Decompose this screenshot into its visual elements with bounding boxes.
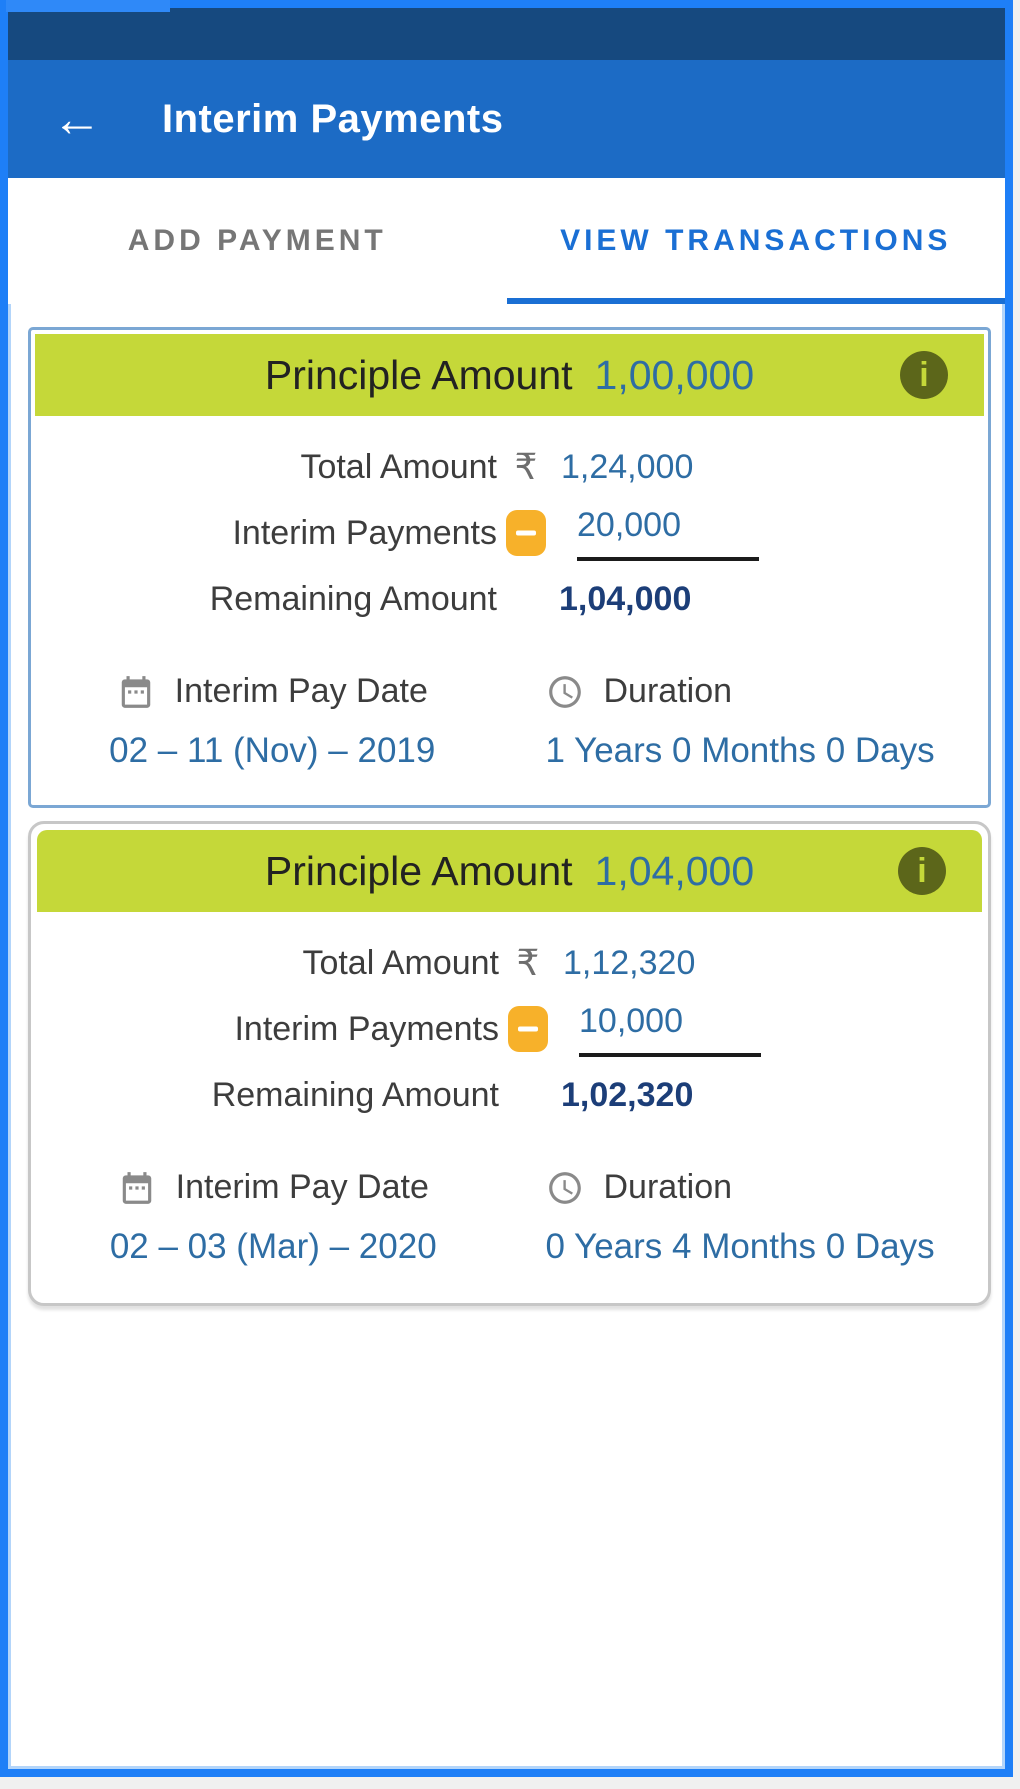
pay-date-value: 02 – 11 (Nov) – 2019 xyxy=(109,731,436,770)
card-header: Principle Amount 1,04,000 i xyxy=(37,830,982,912)
duration-label: Duration xyxy=(603,1168,733,1206)
remaining-amount-row: Remaining Amount 1,04,000 xyxy=(35,566,984,632)
remaining-amount-label: Remaining Amount xyxy=(211,1075,499,1114)
principle-amount-value: 1,04,000 xyxy=(594,847,755,894)
principle-amount-label: Principle Amount xyxy=(264,847,573,894)
remaining-amount-label: Remaining Amount xyxy=(209,579,497,618)
minus-icon xyxy=(508,1006,548,1052)
principle-amount-label: Principle Amount xyxy=(264,351,573,398)
calendar-icon xyxy=(118,1169,156,1207)
back-button[interactable]: ← xyxy=(52,94,102,144)
transaction-card[interactable]: Principle Amount 1,00,000 i Total Amount… xyxy=(28,327,991,808)
pay-date-label: Interim Pay Date xyxy=(175,1168,429,1206)
transactions-list: Principle Amount 1,00,000 i Total Amount… xyxy=(8,304,1005,1306)
info-glyph: i xyxy=(919,355,929,394)
arrow-left-icon: ← xyxy=(52,91,102,147)
info-icon[interactable]: i xyxy=(898,847,946,895)
interim-payments-value: 10,000 xyxy=(579,1002,761,1057)
interim-payments-label: Interim Payments xyxy=(234,1009,499,1048)
window-tab-highlight xyxy=(6,0,170,12)
pay-date-value: 02 – 03 (Mar) – 2020 xyxy=(109,1227,437,1266)
clock-icon xyxy=(546,1169,584,1207)
rupee-icon: ₹ xyxy=(514,446,538,487)
info-glyph: i xyxy=(917,851,927,890)
card-header: Principle Amount 1,00,000 i xyxy=(35,334,984,416)
minus-icon xyxy=(506,510,546,556)
interim-payments-row: Interim Payments 20,000 xyxy=(35,500,984,566)
interim-payments-value: 20,000 xyxy=(577,506,759,561)
card-footer-labels: Interim Pay Date Duration xyxy=(35,672,984,711)
tab-view-transactions-label: VIEW TRANSACTIONS xyxy=(560,224,952,257)
total-amount-value: 1,12,320 xyxy=(563,943,696,982)
tab-add-payment[interactable]: ADD PAYMENT xyxy=(8,178,507,304)
principle-amount-value: 1,00,000 xyxy=(594,351,755,398)
tab-view-transactions[interactable]: VIEW TRANSACTIONS xyxy=(506,178,1005,304)
remaining-amount-value: 1,02,320 xyxy=(561,1075,694,1114)
active-tab-indicator xyxy=(506,298,1005,304)
app-bar: ← Interim Payments xyxy=(8,60,1005,178)
remaining-amount-row: Remaining Amount 1,02,320 xyxy=(37,1062,982,1128)
duration-value: 1 Years 0 Months 0 Days xyxy=(545,731,935,770)
transaction-card[interactable]: Principle Amount 1,04,000 i Total Amount… xyxy=(28,821,991,1306)
remaining-amount-value: 1,04,000 xyxy=(559,579,692,618)
card-footer-labels: Interim Pay Date Duration xyxy=(37,1168,982,1207)
tab-bar: ADD PAYMENT VIEW TRANSACTIONS xyxy=(8,178,1005,304)
tab-add-payment-label: ADD PAYMENT xyxy=(127,224,387,257)
calendar-icon xyxy=(117,673,155,711)
info-icon[interactable]: i xyxy=(900,351,948,399)
card-body: Total Amount ₹ 1,24,000 Interim Payments… xyxy=(35,416,984,801)
interim-payments-label: Interim Payments xyxy=(232,513,497,552)
duration-label: Duration xyxy=(603,672,733,710)
pay-date-label: Interim Pay Date xyxy=(174,672,428,710)
status-bar xyxy=(8,8,1005,60)
total-amount-label: Total Amount xyxy=(300,447,497,486)
rupee-icon: ₹ xyxy=(516,942,540,983)
card-footer-values: 02 – 03 (Mar) – 2020 0 Years 4 Months 0 … xyxy=(37,1227,982,1297)
duration-value: 0 Years 4 Months 0 Days xyxy=(545,1227,935,1266)
total-amount-row: Total Amount ₹ 1,12,320 xyxy=(37,930,982,996)
total-amount-row: Total Amount ₹ 1,24,000 xyxy=(35,434,984,500)
page-title: Interim Payments xyxy=(162,96,504,141)
total-amount-value: 1,24,000 xyxy=(561,447,694,486)
clock-icon xyxy=(546,673,584,711)
interim-payments-row: Interim Payments 10,000 xyxy=(37,996,982,1062)
total-amount-label: Total Amount xyxy=(302,943,499,982)
card-body: Total Amount ₹ 1,12,320 Interim Payments… xyxy=(37,912,982,1297)
card-footer-values: 02 – 11 (Nov) – 2019 1 Years 0 Months 0 … xyxy=(35,731,984,801)
